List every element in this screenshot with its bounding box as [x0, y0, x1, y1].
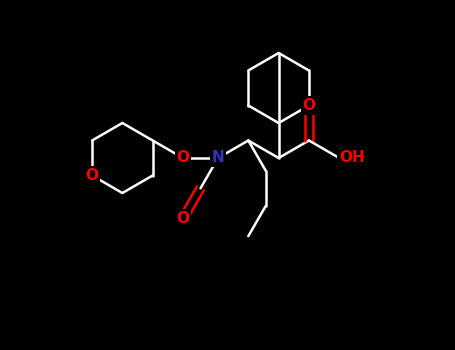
Text: O: O — [303, 98, 315, 113]
Text: O: O — [177, 150, 189, 166]
Text: N: N — [212, 150, 224, 166]
Text: O: O — [86, 168, 99, 183]
Text: OH: OH — [339, 150, 365, 166]
Text: O: O — [177, 211, 189, 226]
